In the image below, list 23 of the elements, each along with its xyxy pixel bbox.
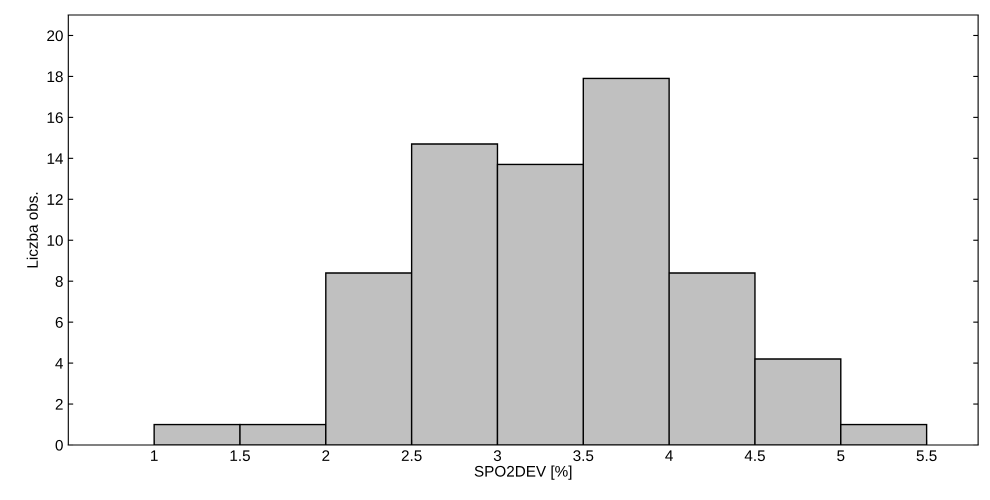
y-tick-label: 8 — [56, 276, 63, 287]
y-tick-label: 6 — [56, 317, 63, 328]
x-tick-label: 2 — [322, 450, 330, 461]
x-tick-label: 5 — [837, 450, 844, 462]
y-axis-title: Liczba obs. — [26, 192, 38, 268]
y-tick-label: 14 — [48, 153, 64, 164]
x-tick-label: 1.5 — [230, 450, 250, 462]
y-tick-label: 16 — [48, 112, 63, 124]
y-tick-label: 20 — [47, 30, 63, 42]
y-tick-label: 18 — [48, 71, 63, 82]
x-tick-label: 3 — [494, 450, 502, 462]
y-tick-label: 0 — [56, 440, 63, 451]
x-tick-label: 4.5 — [744, 450, 765, 462]
y-tick-label: 12 — [48, 194, 63, 205]
y-tick-label: 4 — [55, 358, 63, 369]
x-tick-label: 5.5 — [916, 450, 937, 462]
x-tick-label: 1 — [151, 450, 158, 461]
x-tick-label: 4 — [665, 450, 673, 461]
y-tick-label: 2 — [56, 398, 63, 410]
x-axis-title: SPO2DEV [%] — [474, 465, 572, 480]
y-tick-label: 10 — [48, 235, 63, 246]
x-tick-label: 3.5 — [573, 450, 594, 462]
x-tick-label: 2.5 — [402, 450, 422, 462]
